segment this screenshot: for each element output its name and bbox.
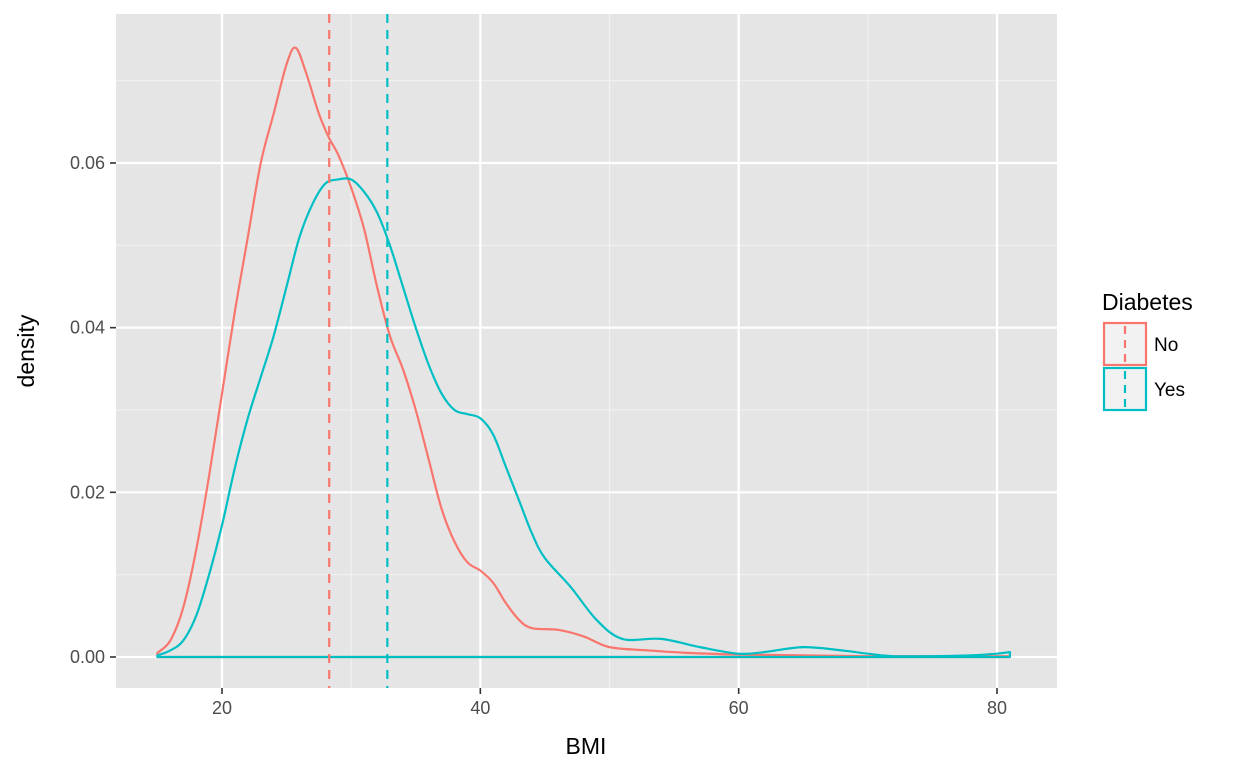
x-tick-label: 40 bbox=[470, 698, 490, 718]
y-tick-label: 0.00 bbox=[70, 647, 105, 667]
series-layer bbox=[156, 14, 1012, 688]
y-tick-label: 0.06 bbox=[70, 153, 105, 173]
x-axis: 20 40 60 80 bbox=[212, 688, 1007, 718]
x-tick-label: 60 bbox=[729, 698, 749, 718]
legend: Diabetes No Yes bbox=[1102, 289, 1193, 412]
x-tick-label: 80 bbox=[987, 698, 1007, 718]
y-tick-label: 0.02 bbox=[70, 482, 105, 502]
y-axis-title: density bbox=[13, 314, 39, 387]
legend-label-yes: Yes bbox=[1154, 380, 1185, 401]
legend-items: No Yes bbox=[1102, 321, 1185, 412]
y-tick-label: 0.04 bbox=[70, 318, 105, 338]
panel-background bbox=[116, 14, 1057, 688]
grid-minor bbox=[116, 14, 1057, 688]
x-tick-label: 20 bbox=[212, 698, 232, 718]
density-curve-yes bbox=[156, 177, 1012, 659]
legend-label-no: No bbox=[1154, 335, 1178, 356]
x-axis-title: BMI bbox=[566, 733, 607, 759]
legend-title: Diabetes bbox=[1102, 289, 1193, 315]
y-axis: 0.00 0.02 0.04 0.06 bbox=[70, 153, 116, 667]
density-curve-no bbox=[156, 46, 1012, 659]
